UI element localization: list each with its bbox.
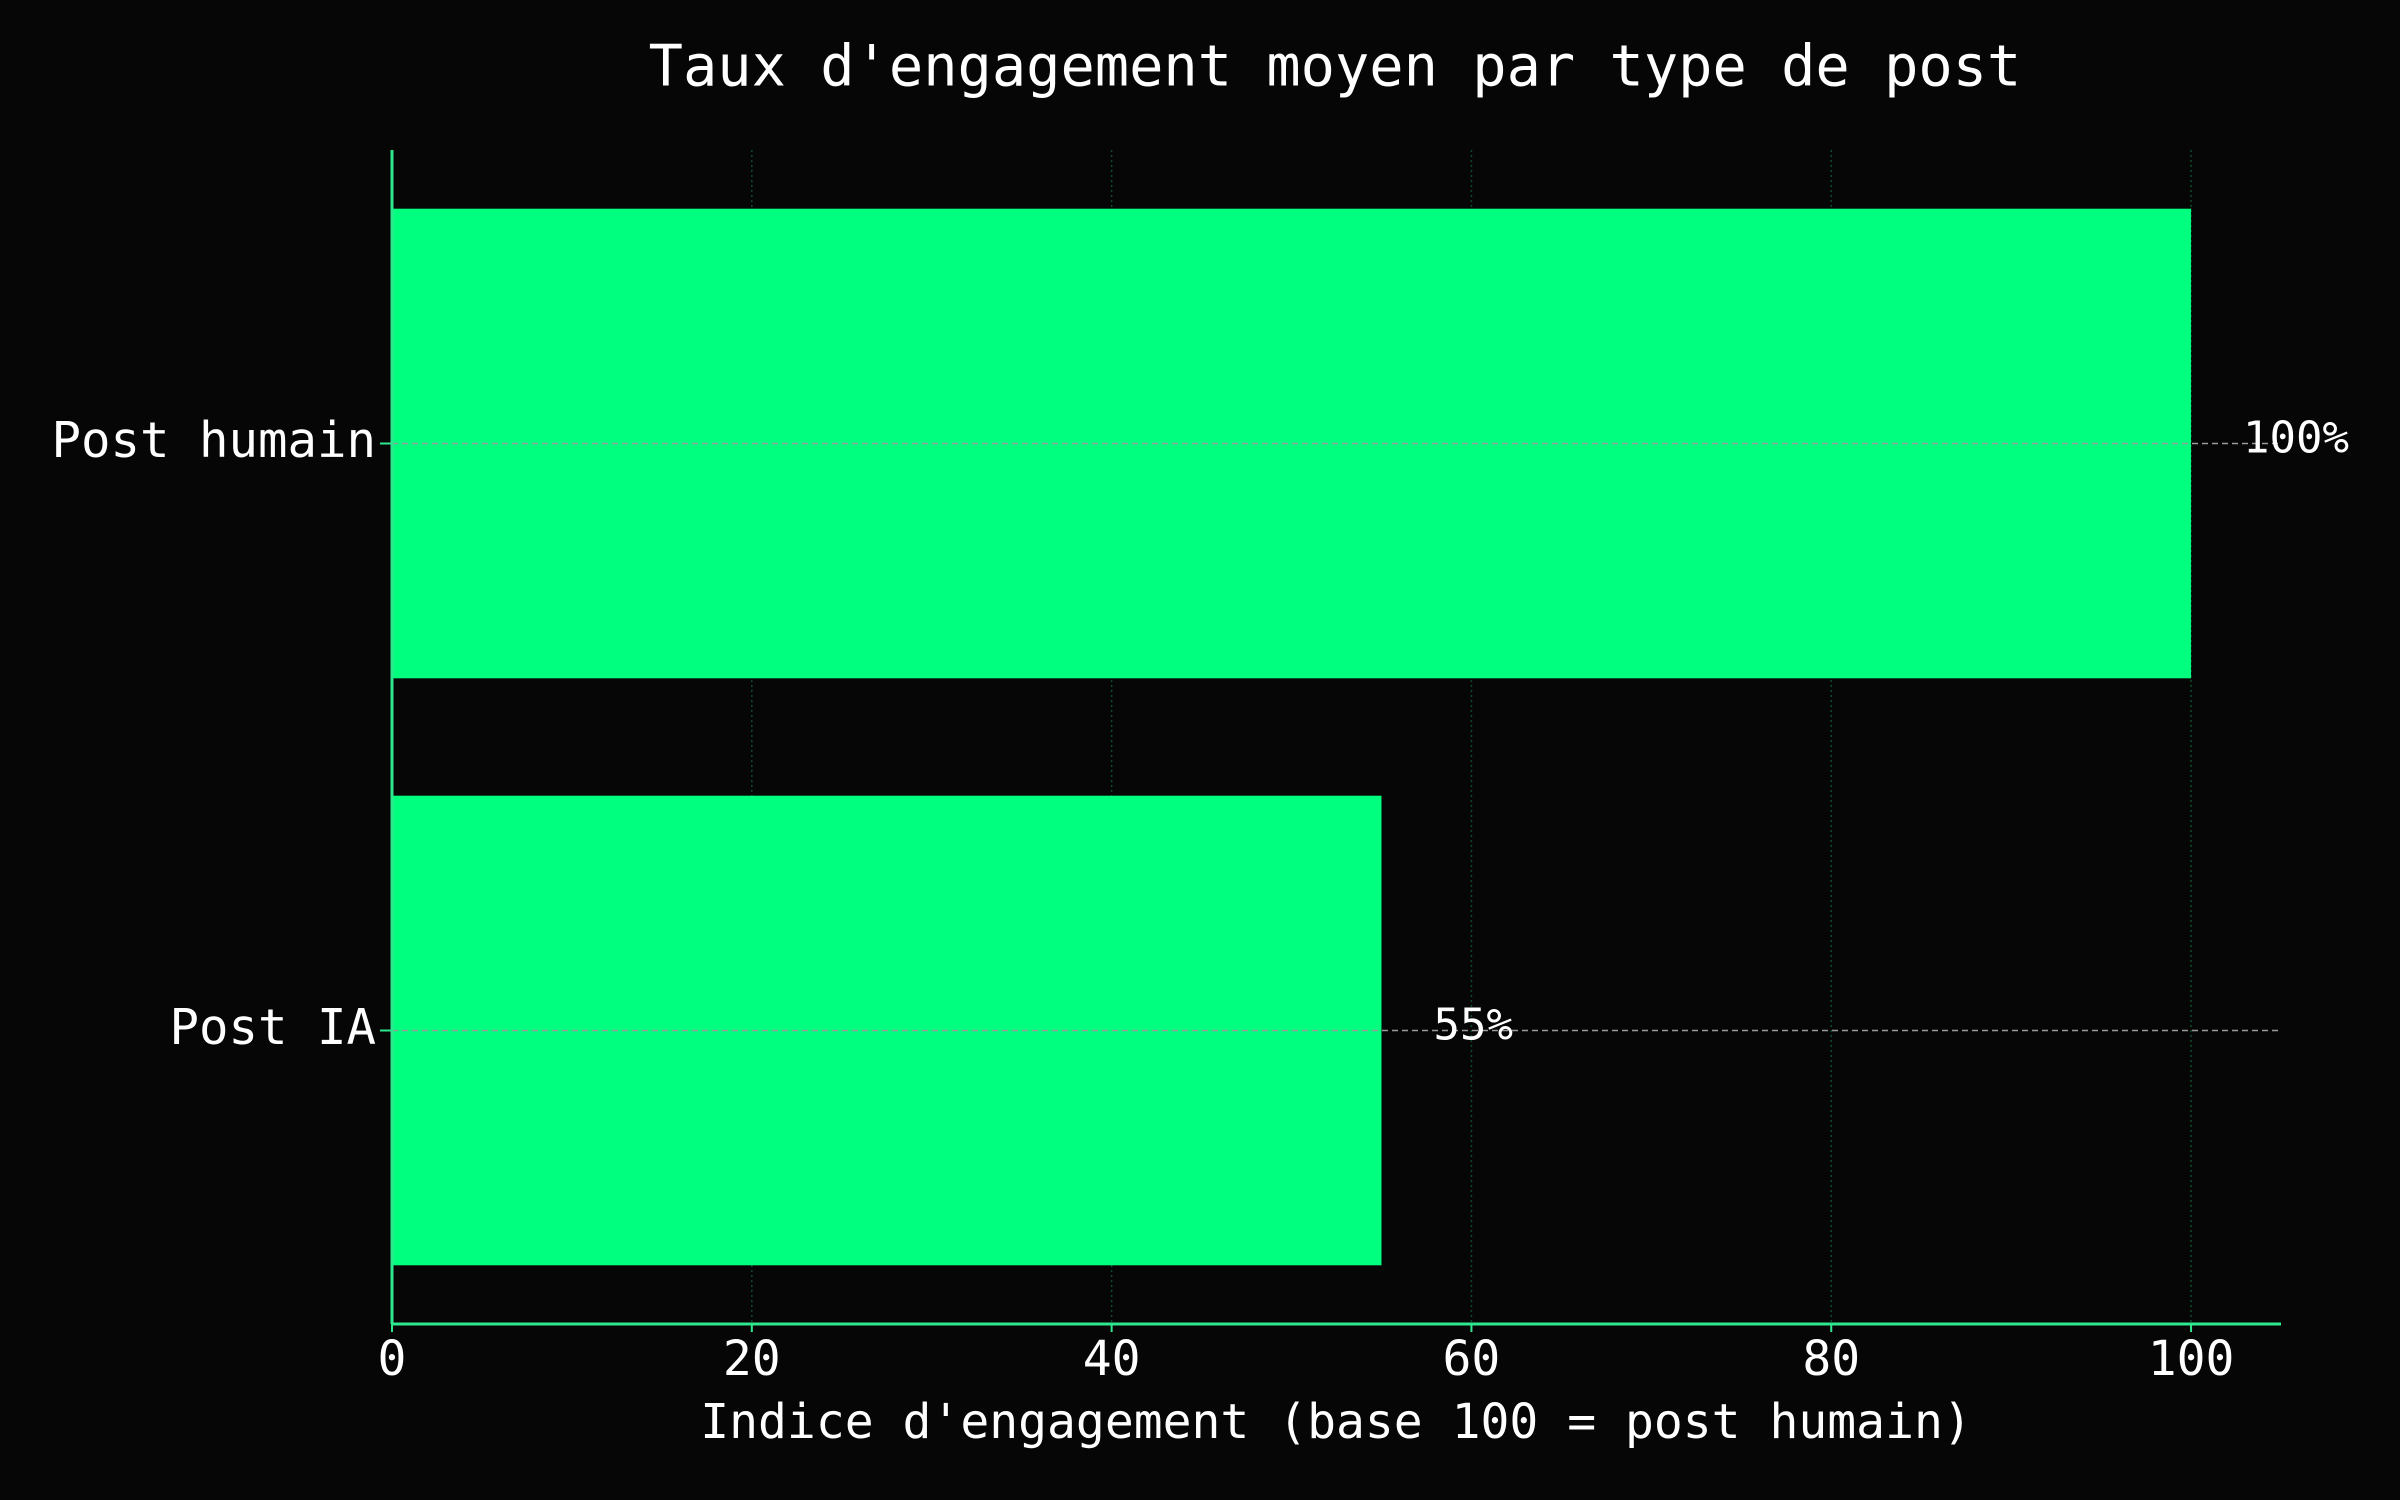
- y-tick-label: Post IA: [169, 999, 376, 1056]
- x-tick-label: 100: [2148, 1331, 2235, 1387]
- y-tick-label: Post humain: [51, 412, 376, 469]
- value-label: 100%: [2243, 413, 2349, 464]
- bar: [392, 208, 2192, 679]
- chart-title: Taux d'engagement moyen par type de post: [649, 34, 2022, 100]
- x-axis-label: Indice d'engagement (base 100 = post hum…: [700, 1394, 1972, 1450]
- x-tick-label: 80: [1802, 1331, 1860, 1387]
- value-label: 55%: [1433, 1000, 1512, 1051]
- x-tick-label: 0: [378, 1331, 407, 1387]
- x-tick-label: 20: [723, 1331, 781, 1387]
- x-tick-label: 40: [1083, 1331, 1141, 1387]
- x-tick-label: 60: [1443, 1331, 1501, 1387]
